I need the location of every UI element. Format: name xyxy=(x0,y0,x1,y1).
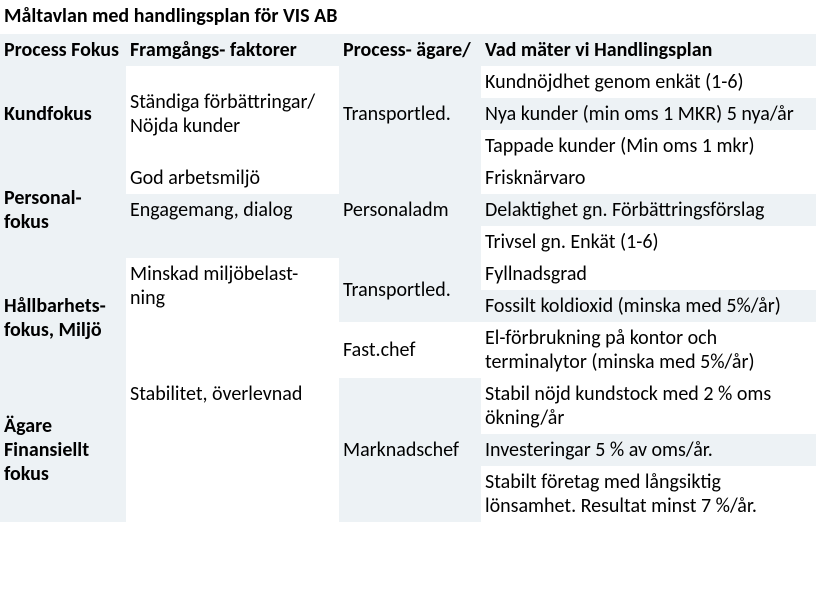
owner-miljo-1: Transportled. xyxy=(339,258,481,322)
measure-kund-3: Tappade kunder (Min oms 1 mkr) xyxy=(481,130,816,162)
owner-miljo-2: Fast.chef xyxy=(339,322,481,378)
owner-personal: Personaladm xyxy=(339,162,481,258)
measure-kund-2: Nya kunder (min oms 1 MKR) 5 nya/år xyxy=(481,98,816,130)
header-owner: Process- ägare/ xyxy=(339,34,481,66)
measure-kund-1: Kundnöjdhet genom enkät (1-6) xyxy=(481,66,816,98)
owner-kund: Transportled. xyxy=(339,66,481,162)
measure-agare-2: Investeringar 5 % av oms/år. xyxy=(481,434,816,466)
measure-personal-3: Trivsel gn. Enkät (1-6) xyxy=(481,226,816,258)
measure-agare-3: Stabilt företag med långsiktig lönsamhet… xyxy=(481,466,816,522)
process-personal: Personal- fokus xyxy=(0,162,126,258)
measure-miljo-2: Fossilt koldioxid (minska med 5%/år) xyxy=(481,290,816,322)
process-miljo: Hållbarhets-fokus, Miljö xyxy=(0,258,126,378)
table-row: Kundfokus Ständiga förbättringar/ Nöjda … xyxy=(0,66,816,98)
table-row: Personal- fokus God arbetsmiljö Personal… xyxy=(0,162,816,194)
report-container: Måltavlan med handlingsplan för VIS AB P… xyxy=(0,0,816,522)
header-measure: Vad mäter vi Handlingsplan xyxy=(481,34,816,66)
page-title: Måltavlan med handlingsplan för VIS AB xyxy=(0,0,816,34)
process-agare: Ägare Finansiellt fokus xyxy=(0,378,126,522)
table-row: Hållbarhets-fokus, Miljö Minskad miljöbe… xyxy=(0,258,816,290)
faktor-personal-2: Engagemang, dialog xyxy=(126,194,339,258)
measure-personal-2: Delaktighet gn. Förbättringsförslag xyxy=(481,194,816,226)
owner-agare: Marknadschef xyxy=(339,378,481,522)
measure-agare-1: Stabil nöjd kundstock med 2 % oms ökning… xyxy=(481,378,816,434)
process-kund: Kundfokus xyxy=(0,66,126,162)
header-process: Process Fokus xyxy=(0,34,126,66)
measure-miljo-3: El-förbrukning på kontor och terminalyto… xyxy=(481,322,816,378)
faktor-agare: Stabilitet, överlevnad xyxy=(126,378,339,522)
scorecard-table: Process Fokus Framgångs- faktorer Proces… xyxy=(0,34,816,522)
table-header-row: Process Fokus Framgångs- faktorer Proces… xyxy=(0,34,816,66)
measure-miljo-1: Fyllnadsgrad xyxy=(481,258,816,290)
table-row: Ägare Finansiellt fokus Stabilitet, över… xyxy=(0,378,816,434)
faktor-kund: Ständiga förbättringar/ Nöjda kunder xyxy=(126,66,339,162)
faktor-miljo: Minskad miljöbelast- ning xyxy=(126,258,339,378)
measure-personal-1: Frisknärvaro xyxy=(481,162,816,194)
faktor-personal-1: God arbetsmiljö xyxy=(126,162,339,194)
header-faktor: Framgångs- faktorer xyxy=(126,34,339,66)
